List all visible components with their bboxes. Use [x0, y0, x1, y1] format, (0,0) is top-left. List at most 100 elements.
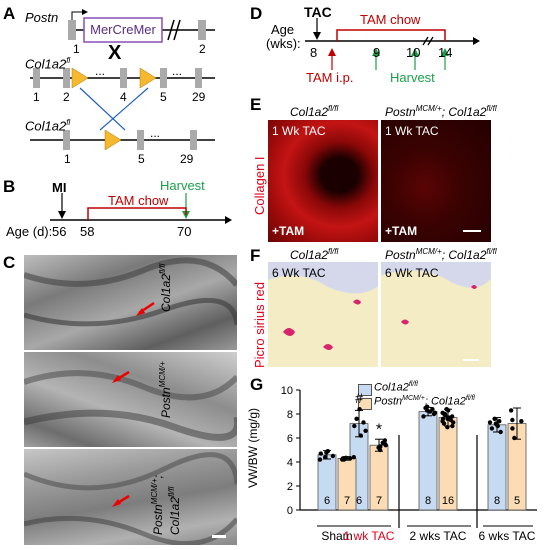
data-point [498, 429, 503, 435]
exon-ellipsis: ... [172, 64, 183, 78]
exon-label-5: 5 [160, 90, 167, 104]
panel-label-g: G [250, 375, 264, 394]
postn-exon-2: 2 [199, 42, 206, 56]
y-tick-label: 4 [287, 457, 293, 469]
day-70: 70 [177, 224, 192, 239]
legend-label-knockout: PostnMCM/+; Col1a2fl/fl [374, 395, 475, 408]
day-56: 56 [52, 224, 67, 239]
age-unit-label: (wks): [266, 36, 301, 51]
data-point [451, 420, 456, 425]
data-point [354, 416, 359, 421]
data-point [318, 451, 324, 456]
age-days-label: Age (d): [6, 224, 53, 239]
week-14: 14 [438, 45, 453, 60]
panel-label-a: A [3, 4, 16, 23]
harvest-label: Harvest [160, 178, 205, 193]
data-point [441, 411, 447, 417]
collagen-image-control: 1 Wk TAC +TAM [268, 120, 378, 242]
sample-size-label: 7 [376, 495, 382, 507]
sirius-image-knockout: 6 Wk TAC [381, 262, 491, 367]
data-point [357, 407, 362, 412]
y-tick-label: 2 [287, 481, 293, 493]
exon-ellipsis: ... [95, 64, 106, 78]
exon-label-29: 29 [192, 90, 206, 104]
sample-size-label: 16 [442, 495, 454, 507]
timeline-b [50, 193, 232, 224]
picro-sirius-side-label: Picro sirius red [252, 282, 267, 368]
legend-label-control: Col1a2fl/fl [374, 381, 418, 394]
data-point [445, 416, 450, 421]
y-tick-label: 0 [287, 505, 293, 517]
data-point [449, 414, 455, 419]
exon-ellipsis: ... [150, 126, 161, 140]
sample-size-label: 8 [425, 495, 431, 507]
postn-gene-label: Postn [25, 10, 59, 25]
day-58: 58 [80, 224, 95, 239]
cross-symbol: X [108, 42, 122, 64]
panel-label-b: B [3, 177, 16, 196]
tam-ip-label: TAM i.p. [306, 70, 354, 85]
c-row1-label: Col1a2fl/fl [158, 263, 173, 312]
panel-label-d: D [250, 4, 263, 23]
data-point [324, 450, 329, 455]
age-label: Age [271, 22, 295, 37]
exon-label-1: 1 [33, 90, 40, 104]
col1a2-allele-1-label: Col1a2fl [25, 56, 71, 72]
group-label: 1 wk TAC [344, 529, 395, 543]
data-point [440, 419, 445, 424]
harvest-label: Harvest [390, 70, 435, 85]
allele-schematic [30, 9, 215, 151]
f-timepoint-label: 6 Wk TAC [272, 266, 326, 280]
collagen-i-side-label: Collagen I [252, 156, 267, 215]
data-point [363, 428, 368, 433]
y-tick-label: 6 [287, 433, 293, 445]
data-point [382, 441, 388, 447]
em-image-postn [24, 352, 237, 447]
data-point [431, 411, 437, 417]
panel-label-e: E [250, 95, 262, 114]
data-point [347, 456, 353, 461]
mi-label: MI [52, 180, 67, 195]
e-treatment-label: +TAM [385, 224, 418, 238]
data-point [361, 420, 366, 425]
legend-swatch-control [358, 384, 372, 396]
exon-label-2: 2 [63, 90, 70, 104]
tac-label: TAC [304, 4, 332, 20]
significance-hash: # [355, 390, 363, 406]
data-point [450, 423, 455, 429]
em-image-control [24, 255, 237, 350]
data-point [421, 414, 426, 419]
f-timepoint-label: 6 Wk TAC [385, 266, 439, 280]
sample-size-label: 5 [514, 495, 520, 507]
y-tick-label: 10 [281, 385, 293, 397]
e-timepoint-label: 1 Wk TAC [272, 124, 326, 138]
c-row3-label: PostnMCM/+; Col1a2fl/fl [150, 474, 182, 535]
mercremer-cassette-label: MerCreMer [90, 22, 156, 37]
e-timepoint-label: 1 Wk TAC [385, 124, 439, 138]
group-label: Sham [321, 529, 352, 543]
sample-size-label: 6 [356, 495, 362, 507]
data-point [492, 416, 497, 421]
data-point [494, 422, 500, 427]
exon-label-29: 29 [180, 152, 194, 166]
tam-chow-label: TAM chow [360, 12, 421, 27]
data-point [423, 405, 428, 411]
timeline-d [305, 18, 480, 70]
significance-star: * [376, 421, 382, 438]
sample-size-label: 6 [324, 495, 330, 507]
em-image-double [24, 449, 237, 545]
panel-label-f: F [250, 246, 261, 265]
group-label: 2 wks TAC [410, 529, 467, 543]
tam-chow-label: TAM chow [108, 193, 169, 208]
f-col1-title: Col1a2fl/fl [290, 247, 339, 262]
data-point [510, 417, 515, 423]
sample-size-label: 8 [494, 495, 500, 507]
exon-label-5: 5 [138, 152, 145, 166]
week-10: 10 [406, 45, 421, 60]
legend-swatch-knockout [358, 398, 372, 410]
scale-bar [463, 230, 481, 232]
week-9: 9 [373, 45, 381, 60]
exon-label-1: 1 [64, 152, 71, 166]
data-point [512, 435, 517, 441]
